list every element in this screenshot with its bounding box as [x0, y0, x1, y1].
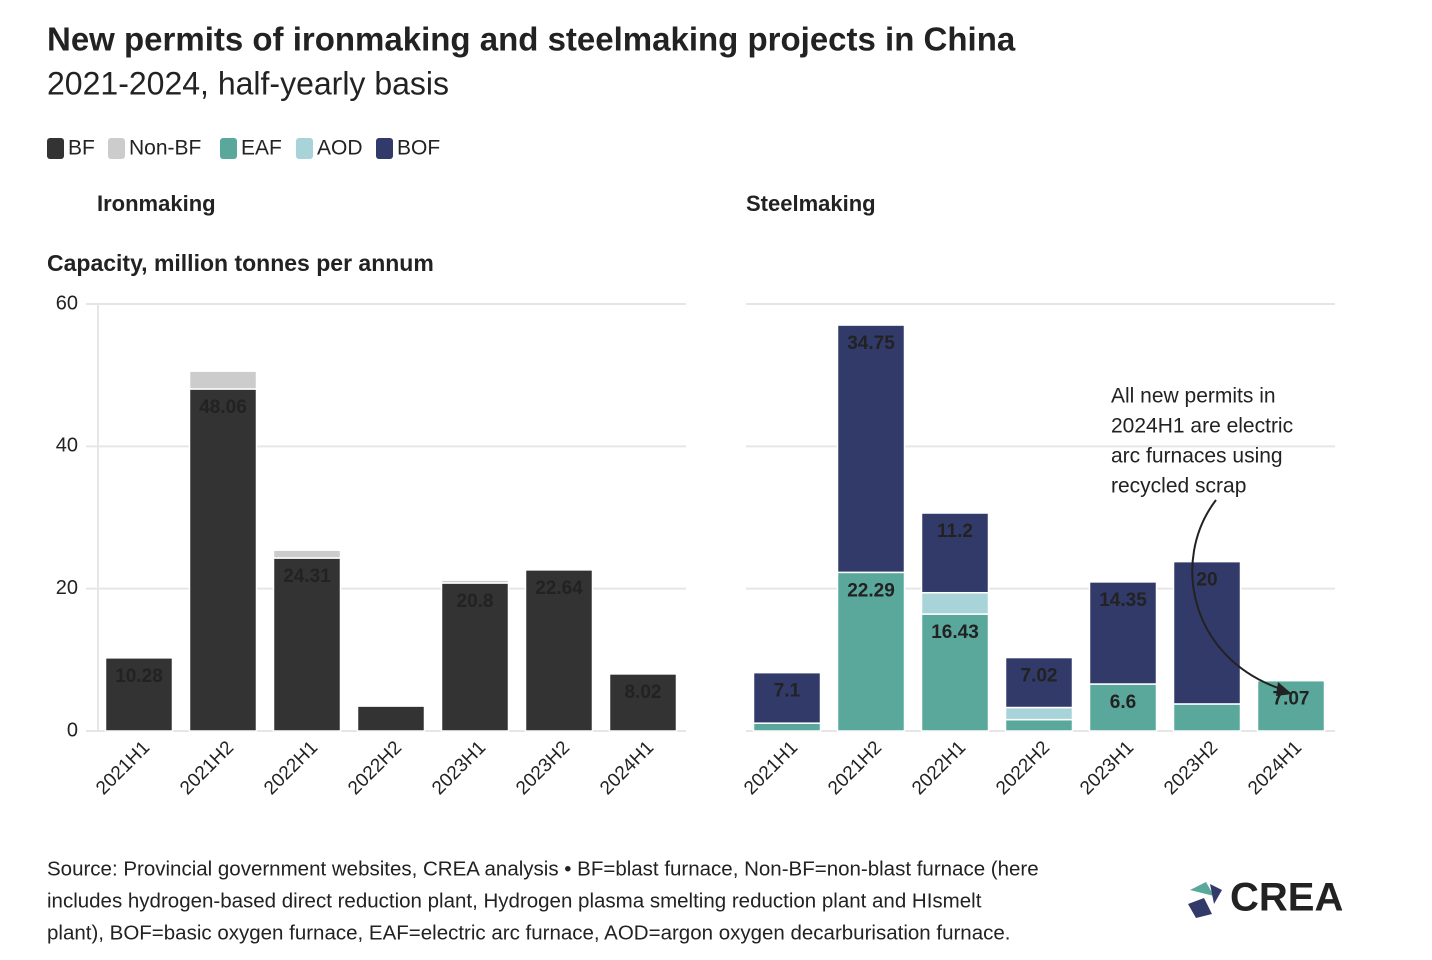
legend-label: EAF — [241, 137, 282, 160]
x-tick-label: 2023H2 — [1160, 737, 1222, 799]
bar-segment — [1004, 656, 1074, 709]
x-tick-label: 2021H1 — [92, 737, 154, 799]
bar-segment — [524, 569, 594, 732]
legend-label: AOD — [317, 137, 363, 160]
y-tick-label: 20 — [56, 577, 78, 599]
x-tick-label: 2021H1 — [740, 737, 802, 799]
legend-label: BOF — [397, 137, 440, 160]
annotation: recycled scrap — [1111, 475, 1246, 498]
value-label: 11.2 — [937, 521, 973, 542]
bar-segment — [104, 657, 174, 732]
page-title: New permits of ironmaking and steelmakin… — [47, 21, 1016, 58]
bar-segment — [272, 557, 342, 732]
bar-segment — [188, 388, 258, 732]
annotation: 2024H1 are electric — [1111, 415, 1293, 438]
x-tick-label: 2024H1 — [1244, 737, 1306, 799]
annotation: arc furnaces using — [1111, 445, 1283, 468]
legend-swatch — [47, 138, 64, 159]
bar-segment — [1256, 679, 1326, 732]
value-label: 34.75 — [847, 333, 895, 354]
y-axis-title: Capacity, million tonnes per annum — [47, 250, 434, 276]
value-label: 20 — [1196, 570, 1217, 591]
legend-swatch — [220, 138, 237, 159]
x-tick-label: 2023H2 — [512, 737, 574, 799]
bar-segment — [752, 722, 822, 732]
bar-segment — [920, 613, 990, 732]
bar-segment — [1172, 703, 1242, 732]
source-note: includes hydrogen-based direct reduction… — [47, 889, 982, 912]
bar-segment — [608, 673, 678, 732]
bar-segment — [272, 549, 342, 559]
logo-text: CREA — [1230, 876, 1343, 920]
x-tick-label: 2023H1 — [428, 737, 490, 799]
x-tick-label: 2021H2 — [824, 737, 886, 799]
y-tick-label: 40 — [56, 435, 78, 457]
bar-segment — [188, 370, 258, 390]
annotation: All new permits in — [1111, 385, 1276, 408]
bar-segment — [752, 671, 822, 724]
legend-swatch — [376, 138, 393, 159]
x-tick-label: 2024H1 — [596, 737, 658, 799]
value-label: 7.1 — [774, 681, 801, 702]
bar-segment — [1004, 706, 1074, 721]
bar-segment — [836, 324, 906, 574]
annotation-arrow — [1191, 499, 1285, 691]
legend-label: Non-BF — [129, 137, 201, 160]
bar-segment — [356, 705, 426, 732]
value-label: 22.64 — [535, 578, 583, 599]
page-subtitle: 2021-2024, half-yearly basis — [47, 65, 449, 101]
bar-segment — [1088, 581, 1158, 685]
x-tick-label: 2022H2 — [344, 737, 406, 799]
y-tick-label: 60 — [56, 292, 78, 314]
value-label: 10.28 — [115, 666, 163, 687]
source-note: plant), BOF=basic oxygen furnace, EAF=el… — [47, 921, 1010, 944]
panel-title: Ironmaking — [97, 191, 216, 216]
x-tick-label: 2023H1 — [1076, 737, 1138, 799]
bar-segment — [1004, 718, 1074, 732]
bar-segment — [920, 512, 990, 594]
legend-label: BF — [68, 137, 95, 160]
panel-title: Steelmaking — [746, 191, 876, 216]
bar-segment — [920, 591, 990, 615]
value-label: 22.29 — [847, 580, 895, 601]
y-tick-label: 0 — [67, 719, 78, 741]
legend-swatch — [296, 138, 313, 159]
bar-segment — [1172, 560, 1242, 705]
value-label: 48.06 — [199, 397, 247, 418]
value-label: 8.02 — [625, 682, 662, 703]
x-tick-label: 2021H2 — [176, 737, 238, 799]
x-tick-label: 2022H1 — [908, 737, 970, 799]
value-label: 24.31 — [283, 566, 331, 587]
value-label: 14.35 — [1099, 590, 1147, 611]
value-label: 20.8 — [457, 591, 494, 612]
bar-segment — [440, 579, 510, 584]
value-label: 6.6 — [1110, 692, 1136, 713]
legend-swatch — [108, 138, 125, 159]
x-tick-label: 2022H1 — [260, 737, 322, 799]
value-label: 16.43 — [931, 622, 979, 643]
x-tick-label: 2022H2 — [992, 737, 1054, 799]
logo-icon — [1188, 882, 1222, 918]
value-label: 7.02 — [1021, 666, 1058, 687]
source-note: Source: Provincial government websites, … — [47, 857, 1039, 880]
annotation-arrowhead — [1276, 682, 1292, 696]
